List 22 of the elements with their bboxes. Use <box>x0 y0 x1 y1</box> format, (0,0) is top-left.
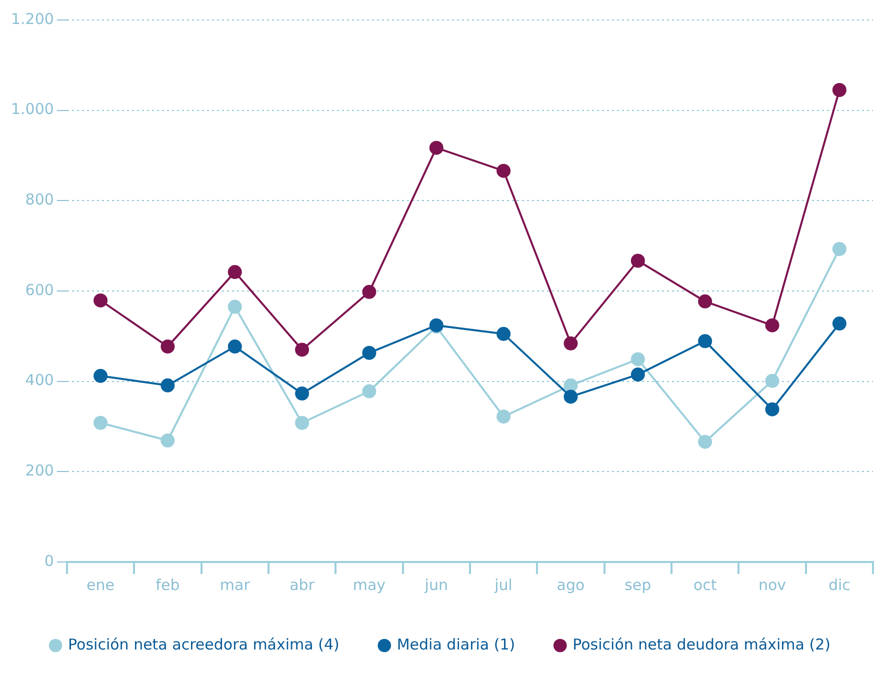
y-tick-label: 800 <box>25 190 54 209</box>
x-tick-label: sep <box>624 576 652 594</box>
x-tick-label: oct <box>693 576 717 594</box>
y-tick-label: 200 <box>25 462 54 480</box>
x-tick-label: ago <box>556 576 585 594</box>
legend-label: Posición neta deudora máxima (2) <box>572 635 830 654</box>
y-tick-label: 400 <box>25 371 54 390</box>
x-tick-label: nov <box>758 576 786 594</box>
x-tick-label: feb <box>156 576 180 594</box>
y-tick-label: 600 <box>25 280 54 299</box>
x-tick-label: abr <box>290 576 316 594</box>
x-tick-label: mar <box>220 576 251 594</box>
y-tick-label: 0 <box>44 552 54 570</box>
legend-label: Posición neta acreedora máxima (4) <box>68 635 340 654</box>
x-tick-label: dic <box>828 576 850 594</box>
y-tick-label: 1.000 <box>10 100 54 118</box>
x-tick-label: jun <box>424 576 448 594</box>
legend-label: Media diaria (1) <box>396 635 516 654</box>
y-tick-label: 1.200 <box>10 10 54 28</box>
x-tick-label: jul <box>494 576 512 594</box>
x-tick-label: ene <box>86 576 115 594</box>
x-tick-label: may <box>352 576 386 594</box>
